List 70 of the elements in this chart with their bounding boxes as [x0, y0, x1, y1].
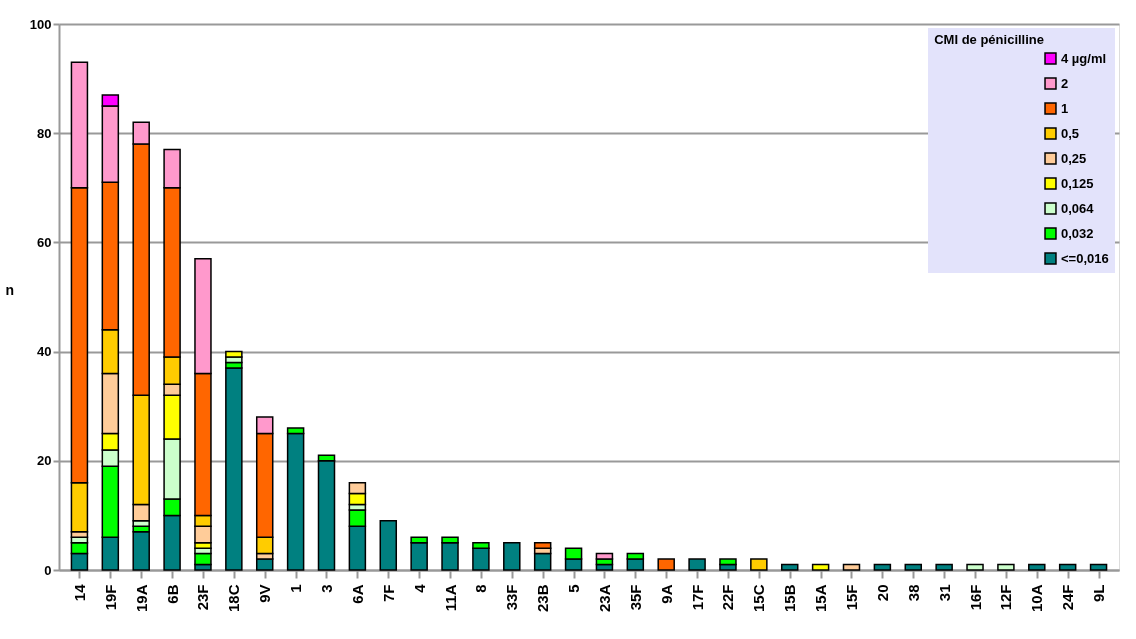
y-tick-label: 40 [37, 344, 52, 360]
y-axis-title: n [5, 281, 15, 298]
x-tick-label: 15C [750, 584, 768, 613]
x-tick-label: 23F [194, 584, 212, 611]
legend-label: 2 [1061, 75, 1069, 91]
x-tick-label: 1 [287, 584, 305, 593]
x-tick-label: 38 [904, 584, 922, 602]
x-tick-label: 8 [472, 584, 490, 593]
x-tick-label: 23B [534, 584, 552, 613]
bar [966, 563, 984, 571]
x-tick-label: 33F [503, 584, 521, 611]
legend-label: <=0,016 [1061, 250, 1109, 266]
x-tick-label: 9V [256, 584, 274, 603]
x-tick-label: 7F [379, 584, 397, 603]
legend-label: 4 µg/ml [1061, 50, 1107, 66]
bar [811, 563, 830, 571]
x-tick-label: 19F [101, 584, 119, 611]
legend-label: 0,5 [1061, 125, 1080, 141]
legend-label: 0,25 [1061, 150, 1087, 166]
x-tick-label: 22F [719, 584, 737, 611]
bar [1058, 563, 1077, 571]
x-tick-label: 6A [348, 584, 366, 604]
x-tick-label: 17F [688, 584, 706, 611]
bar [503, 541, 521, 571]
x-tick-label: 3 [318, 584, 335, 593]
x-tick-label: 9A [657, 584, 675, 604]
x-tick-label: 16F [966, 584, 984, 611]
x-tick-label: 15B [781, 584, 799, 613]
x-tick-label: 12F [997, 584, 1015, 611]
x-tick-label: 6B [163, 584, 181, 604]
bar [132, 531, 150, 571]
bar [657, 558, 675, 571]
x-tick-label: 9L [1090, 584, 1108, 603]
legend-label: 0,032 [1061, 225, 1094, 241]
x-tick-label: 15A [812, 584, 830, 613]
bar [688, 558, 706, 571]
x-tick-label: 23A [595, 584, 613, 613]
bar [873, 563, 892, 571]
legend-title: CMI de pénicilline [934, 32, 1044, 47]
bar [997, 563, 1015, 571]
x-tick-label: 20 [873, 584, 891, 602]
bar [225, 367, 243, 571]
bar [842, 563, 861, 571]
bar [1028, 563, 1046, 571]
bar [780, 563, 799, 571]
bar [750, 558, 768, 571]
bar [935, 563, 953, 571]
x-tick-label: 35F [626, 584, 644, 611]
y-tick-label: 20 [37, 453, 52, 469]
y-tick-label: 80 [37, 125, 52, 141]
bar [1089, 563, 1108, 571]
x-tick-label: 18C [225, 584, 243, 613]
legend-label: 0,125 [1061, 175, 1094, 191]
x-tick-label: 10A [1028, 584, 1046, 613]
y-tick-label: 100 [29, 16, 52, 32]
bar [904, 563, 923, 571]
y-tick-label: 0 [44, 562, 52, 578]
x-tick-label: 31 [935, 584, 953, 602]
x-tick-label: 14 [70, 583, 88, 602]
legend-label: 0,064 [1061, 200, 1095, 216]
x-tick-label: 24F [1059, 584, 1077, 611]
bar [533, 552, 552, 571]
bar [379, 520, 398, 571]
x-tick-label: 15F [843, 584, 860, 611]
y-tick-label: 60 [37, 234, 52, 250]
legend-label: 1 [1061, 100, 1069, 116]
x-tick-label: 19A [132, 584, 150, 613]
x-tick-label: 11A [441, 584, 459, 612]
x-tick-label: 4 [410, 583, 428, 593]
x-tick-label: 5 [565, 584, 583, 593]
